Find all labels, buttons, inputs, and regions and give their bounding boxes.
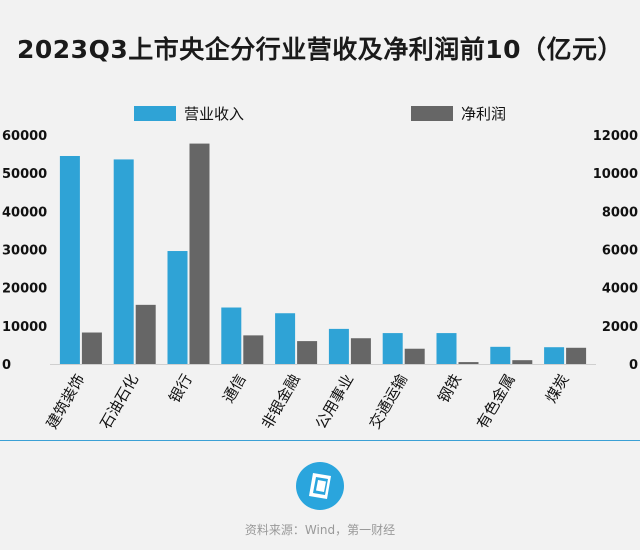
left-axis-tick-label: 0: [2, 358, 11, 373]
bar-revenue-2: [167, 251, 188, 364]
legend-swatch-revenue: [134, 106, 176, 121]
left-axis-tick-label: 40000: [2, 205, 47, 220]
x-tick-label: 石油石化: [97, 371, 143, 432]
right-axis-tick-label: 8000: [602, 205, 638, 220]
bar-revenue-6: [382, 333, 403, 364]
bar-revenue-3: [221, 307, 242, 364]
x-tick-label: 钢铁: [434, 371, 465, 406]
bar-revenue-0: [59, 155, 80, 364]
bar-netprofit-8: [512, 360, 533, 364]
yicai-logo-icon: [296, 462, 344, 510]
bar-chart: 0 10000 20000 30000 40000 50000 60000 0 2000 4000…: [2, 105, 638, 432]
bar-netprofit-4: [297, 341, 318, 364]
bar-revenue-1: [113, 159, 134, 364]
bar-netprofit-6: [404, 348, 425, 364]
x-tick-label: 建筑装饰: [43, 371, 89, 432]
x-tick-label: 通信: [219, 371, 250, 406]
left-axis-tick-label: 20000: [2, 282, 47, 297]
right-axis-tick-label: 12000: [593, 129, 638, 144]
left-axis-tick-label: 30000: [2, 244, 47, 259]
x-tick-label: 银行: [165, 371, 196, 406]
bar-netprofit-1: [135, 304, 156, 364]
x-tick-label: 交通运输: [366, 371, 412, 432]
bar-netprofit-0: [81, 332, 102, 364]
chart-title: 2023Q3上市央企分行业营收及净利润前10（亿元）: [16, 35, 624, 64]
bar-revenue-4: [275, 313, 296, 364]
bar-revenue-9: [544, 347, 565, 364]
x-tick-label: 公用事业: [312, 371, 358, 432]
bar-netprofit-7: [458, 362, 479, 364]
footer-divider: [0, 440, 640, 441]
right-axis-tick-label: 4000: [602, 282, 638, 297]
bar-revenue-5: [328, 328, 349, 364]
bar-revenue-8: [490, 346, 511, 364]
bar-netprofit-5: [350, 338, 371, 364]
left-axis-tick-label: 60000: [2, 129, 47, 144]
legend-label-revenue: 营业收入: [184, 105, 244, 123]
legend-swatch-netprofit: [411, 106, 453, 121]
right-axis-tick-label: 10000: [593, 167, 638, 182]
legend-label-netprofit: 净利润: [461, 105, 506, 123]
source-note: 资料来源：Wind，第一财经: [244, 523, 396, 537]
right-axis-tick-label: 6000: [602, 244, 638, 259]
bar-revenue-7: [436, 333, 457, 364]
right-axis-tick-label: 2000: [602, 320, 638, 335]
x-tick-label: 非银金融: [258, 371, 304, 432]
right-axis-tick-label: 0: [629, 358, 638, 373]
left-axis-tick-label: 10000: [2, 320, 47, 335]
bar-netprofit-2: [189, 143, 210, 364]
bar-netprofit-9: [566, 347, 587, 364]
x-tick-label: 有色金属: [473, 371, 519, 432]
x-tick-label: 煤炭: [542, 371, 573, 406]
bar-netprofit-3: [243, 335, 264, 364]
left-axis-tick-label: 50000: [2, 167, 47, 182]
